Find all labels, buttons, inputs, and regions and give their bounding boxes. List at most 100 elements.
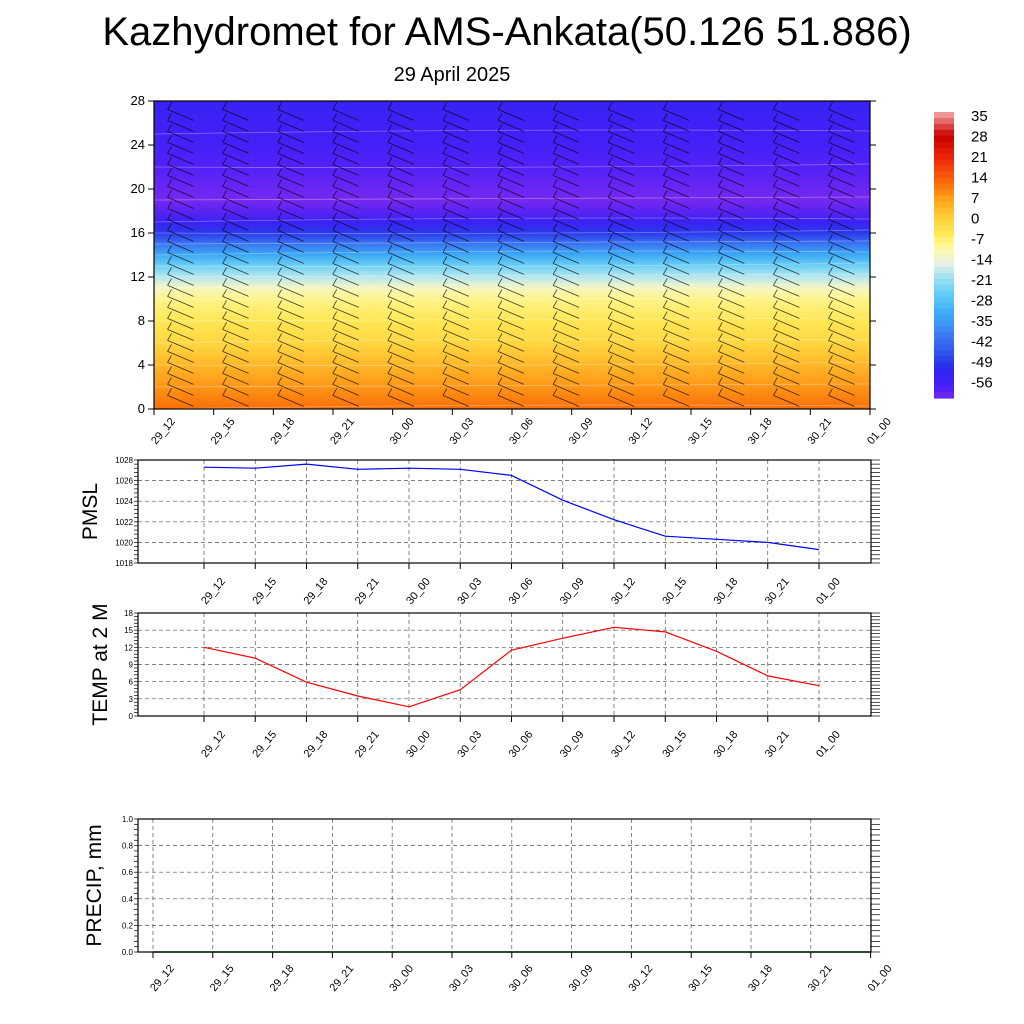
colorbar-cell — [934, 231, 954, 238]
x-tick-label: 30_15 — [660, 729, 689, 760]
wind-barb — [497, 168, 525, 187]
wind-barb — [552, 234, 580, 253]
y-tick-label: 1024 — [115, 497, 133, 506]
wind-barb — [662, 124, 690, 143]
wind-barb — [387, 234, 415, 253]
wind-barb — [442, 135, 470, 154]
y-tick-label: 12 — [124, 643, 133, 652]
wind-barb — [828, 223, 855, 242]
colorbar-cell — [934, 362, 954, 369]
wind-barb — [773, 179, 800, 198]
wind-barb — [828, 344, 855, 363]
wind-barb — [662, 344, 690, 363]
wind-barb — [773, 102, 800, 121]
y-tick-label: 1022 — [115, 518, 133, 527]
wind-barb — [717, 102, 745, 121]
wind-barb — [552, 223, 580, 242]
wind-barb — [497, 300, 525, 319]
wind-barb — [662, 179, 690, 198]
wind-barb — [167, 278, 194, 297]
wind-barb — [773, 278, 800, 297]
wind-barb — [662, 234, 690, 253]
wind-barb — [828, 278, 855, 297]
wind-barb — [607, 366, 635, 385]
wind-barb — [167, 234, 194, 253]
wind-barb — [662, 289, 690, 308]
wind-barb — [552, 201, 580, 220]
wind-barb — [828, 322, 855, 341]
wind-barb — [332, 256, 359, 275]
wind-barb — [717, 355, 745, 374]
wind-barb — [332, 278, 359, 297]
colorbar-cell — [934, 278, 954, 286]
y-tick-label: 24 — [131, 137, 145, 152]
wind-barb — [387, 333, 415, 352]
wind-barb — [773, 113, 800, 132]
wind-barb — [717, 113, 745, 132]
wind-barb — [332, 190, 359, 209]
x-tick-label: 29_18 — [302, 729, 331, 760]
wind-barb — [442, 179, 470, 198]
colorbar-cell — [934, 171, 954, 179]
wind-barb — [662, 300, 690, 319]
wind-barb — [552, 355, 580, 374]
colorbar-cell — [934, 290, 954, 298]
wind-barb — [277, 102, 304, 121]
wind-barb — [607, 289, 635, 308]
wind-barb — [717, 146, 745, 165]
x-tick-label: 30_21 — [805, 416, 834, 447]
wind-barb — [332, 124, 359, 143]
wind-barb — [222, 245, 249, 264]
wind-barb — [828, 300, 855, 319]
colorbar-label: 14 — [971, 170, 988, 187]
x-tick-label: 30_12 — [627, 963, 656, 994]
wind-barb — [277, 289, 304, 308]
wind-barb — [222, 388, 249, 407]
wind-barb — [662, 377, 690, 396]
wind-barb — [717, 333, 745, 352]
wind-barb — [497, 146, 525, 165]
wind-barb — [662, 135, 690, 154]
wind-barb — [717, 388, 745, 407]
colorbar-cell — [934, 117, 954, 125]
y-tick-label: 20 — [131, 181, 145, 196]
wind-barb — [552, 124, 580, 143]
colorbar-cell — [934, 189, 954, 197]
x-tick-label: 29_15 — [208, 963, 237, 994]
colorbar-label: 0 — [971, 211, 979, 228]
wind-barb — [387, 355, 415, 374]
wind-barb — [497, 322, 525, 341]
y-tick-label: 18 — [124, 609, 133, 618]
x-tick-label: 29_15 — [209, 416, 238, 447]
wind-barb — [717, 223, 745, 242]
wind-barb — [442, 113, 470, 132]
wind-barb — [717, 278, 745, 297]
wind-barb — [222, 355, 249, 374]
wind-barb — [277, 179, 304, 198]
colorbar-cell — [934, 296, 954, 304]
colorbar-label: -49 — [971, 354, 993, 371]
y-axis-label: PMSL — [79, 483, 102, 540]
x-tick-label: 30_09 — [567, 963, 596, 994]
wind-barb — [828, 146, 855, 165]
wind-barb — [607, 388, 635, 407]
wind-barb — [442, 377, 470, 396]
wind-barb — [662, 146, 690, 165]
wind-barb — [662, 245, 690, 264]
wind-barb — [277, 256, 304, 275]
wind-barb — [828, 124, 855, 143]
x-tick-label: 01_00 — [865, 416, 894, 447]
wind-barb — [277, 223, 304, 242]
wind-barb — [828, 135, 855, 154]
wind-barb — [442, 333, 470, 352]
x-tick-label: 30_09 — [558, 576, 587, 607]
y-tick-label: 0.6 — [122, 868, 134, 877]
wind-barb — [167, 223, 194, 242]
wind-barb — [222, 344, 249, 363]
colorbar-cell — [934, 338, 954, 345]
wind-barb — [442, 212, 470, 231]
wind-barb — [552, 212, 580, 231]
wind-barb — [222, 256, 249, 275]
wind-barb — [277, 234, 304, 253]
